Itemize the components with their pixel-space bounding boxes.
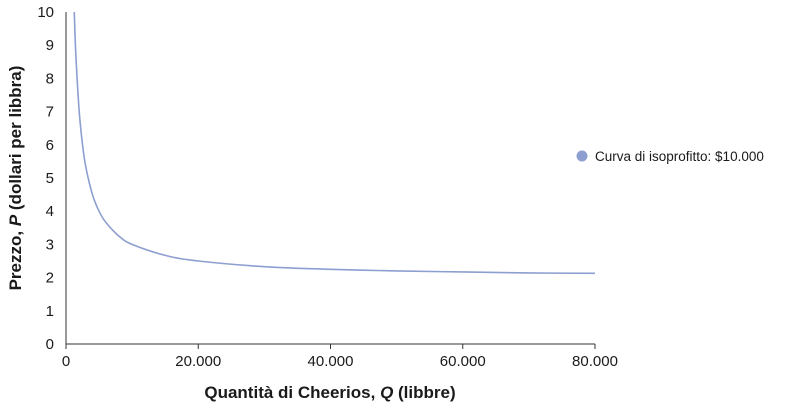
x-axis-title: Quantità di Cheerios, Q (libbre) [204, 383, 455, 402]
legend-marker [576, 150, 588, 162]
series-layer [73, 11, 596, 275]
y-tick-label: 3 [46, 236, 54, 253]
x-tick-label: 20.000 [175, 353, 221, 370]
y-tick-label: 8 [46, 70, 54, 87]
x-axis-title-variable: Q [380, 383, 393, 402]
y-axis-title-part-2: (dollari per libbra) [6, 66, 25, 215]
y-tick-label: 5 [46, 170, 54, 187]
legend-label: Curva di isoprofitto: $10.000 [595, 149, 764, 164]
y-axis-title-variable: P [6, 214, 25, 226]
x-tick-label: 80.000 [572, 353, 618, 370]
x-axis-ticks: 0 20.000 40.000 60.000 80.000 [62, 344, 618, 370]
x-tick-label: 0 [62, 353, 70, 370]
isoprofit-curve-line [73, 11, 596, 275]
y-tick-label: 0 [46, 336, 54, 353]
y-tick-label: 9 [46, 37, 54, 54]
x-tick-label: 40.000 [308, 353, 354, 370]
y-axis-title: Prezzo, P (dollari per libbra) [6, 66, 25, 291]
y-axis-ticks: 0 1 2 3 4 5 6 7 8 9 10 [37, 4, 54, 353]
y-tick-label: 1 [46, 303, 54, 320]
y-tick-label: 4 [46, 203, 54, 220]
y-tick-label: 7 [46, 104, 54, 121]
x-axis-title-part-2: (libbre) [393, 383, 455, 402]
y-tick-label: 6 [46, 137, 54, 154]
y-tick-label: 2 [46, 270, 54, 287]
x-tick-label: 60.000 [440, 353, 486, 370]
y-axis-title-part-1: Prezzo, [6, 226, 25, 290]
legend: Curva di isoprofitto: $10.000 [576, 149, 764, 164]
x-axis-title-part-1: Quantità di Cheerios, [204, 383, 380, 402]
y-tick-label: 10 [37, 4, 54, 21]
